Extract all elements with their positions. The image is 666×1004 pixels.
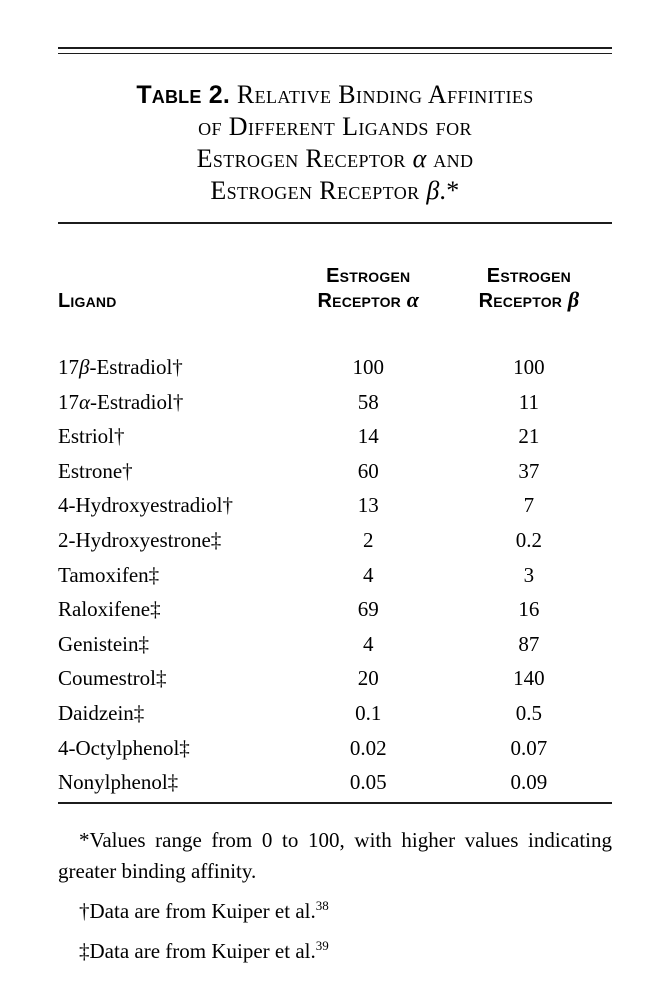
- er-beta-value-cell: 11: [518, 389, 539, 414]
- ligand-name-cell: Genistein‡: [58, 631, 149, 656]
- table-row: Tamoxifen‡ 4 3: [58, 558, 612, 593]
- table-body: 17β-Estradiol† 100 100 17α-Estradiol† 58 11 Es…: [58, 350, 612, 800]
- er-beta-value-cell: 37: [518, 458, 540, 483]
- er-beta-value-cell: 0.2: [515, 527, 543, 552]
- er-alpha-value-cell: 2: [362, 527, 374, 552]
- footnote-text: Data are from Kuiper et al.: [89, 898, 316, 923]
- table-row: 17β-Estradiol† 100 100: [58, 350, 612, 385]
- footnote-text: Data are from Kuiper et al.: [89, 938, 316, 963]
- er-alpha-value-cell: 4: [362, 562, 374, 587]
- table-caption: Table 2. Relative Binding Affinities of …: [58, 79, 612, 207]
- caption-line-3: Estrogen Receptor α and: [196, 144, 474, 173]
- caption-line-1: Table 2. Relative Binding Affinities: [58, 79, 612, 111]
- ligand-name-cell: 17β-Estradiol†: [58, 355, 183, 379]
- table-row: Nonylphenol‡ 0.05 0.09: [58, 765, 612, 800]
- er-alpha-value-cell: 14: [357, 424, 379, 449]
- footnote-reference-number: 39: [315, 937, 329, 953]
- er-beta-value-cell: 0.07: [510, 735, 548, 760]
- table-row: 4-Octylphenol‡ 0.02 0.07: [58, 731, 612, 766]
- caption-line-2: of Different Ligands for: [198, 112, 472, 141]
- binding-affinity-table: Ligand Estrogen Receptor α Estrogen Rece…: [58, 224, 612, 800]
- er-alpha-value-cell: 0.1: [355, 700, 382, 725]
- er-beta-value-cell: 21: [518, 424, 540, 449]
- caption-text: Relative Binding Affinities: [236, 80, 534, 109]
- er-alpha-value-cell: 69: [357, 597, 379, 622]
- er-beta-value-cell: 100: [513, 355, 545, 379]
- table-row: Genistein‡ 4 87: [58, 627, 612, 662]
- footnote-dagger-source: †Data are from Kuiper et al.38: [58, 896, 612, 927]
- footnote-symbol: ‡: [79, 938, 90, 963]
- ligand-name-cell: 4-Octylphenol‡: [58, 735, 190, 760]
- ligand-name-cell: Tamoxifen‡: [58, 562, 160, 587]
- er-beta-value-cell: 16: [518, 597, 540, 622]
- footnote-symbol: *: [79, 827, 90, 852]
- footnote-text: Values range from 0 to 100, with higher …: [58, 827, 612, 883]
- er-beta-value-cell: 3: [523, 562, 535, 587]
- er-alpha-value-cell: 20: [357, 666, 379, 691]
- ligand-name-cell: Estriol†: [58, 424, 125, 449]
- caption-line-4: Estrogen Receptor β.*: [210, 176, 460, 205]
- greek-beta: β: [567, 287, 580, 312]
- table-row: Daidzein‡ 0.1 0.5: [58, 696, 612, 731]
- table-row: 17α-Estradiol† 58 11: [58, 385, 612, 420]
- ligand-name-cell: Raloxifene‡: [58, 597, 161, 622]
- er-alpha-value-cell: 0.05: [349, 770, 387, 795]
- ligand-name-cell: 17α-Estradiol†: [58, 389, 184, 414]
- table-header: Ligand Estrogen Receptor α Estrogen Rece…: [58, 224, 612, 350]
- column-header-ligand: Ligand: [58, 290, 117, 312]
- ligand-name-cell: Coumestrol‡: [58, 666, 167, 691]
- er-alpha-value-cell: 58: [357, 389, 379, 414]
- ligand-name-cell: 4-Hydroxyestradiol†: [58, 493, 233, 518]
- er-alpha-value-cell: 100: [352, 355, 384, 379]
- er-beta-value-cell: 7: [523, 493, 535, 518]
- header-row: Ligand Estrogen Receptor α Estrogen Rece…: [58, 224, 612, 350]
- er-alpha-value-cell: 60: [357, 458, 379, 483]
- greek-alpha: α: [412, 144, 427, 173]
- greek-alpha: α: [406, 287, 419, 312]
- caption-bottom-rule: [58, 222, 612, 224]
- table-bottom-rule: [58, 801, 612, 804]
- table-row: Estrone† 60 37: [58, 454, 612, 489]
- footnote-values-range: *Values range from 0 to 100, with higher…: [58, 825, 612, 887]
- footnote-symbol: †: [79, 898, 90, 923]
- greek-beta: β: [426, 176, 440, 205]
- table-row: Estriol† 14 21: [58, 419, 612, 454]
- footnote-double-dagger-source: ‡Data are from Kuiper et al.39: [58, 936, 612, 967]
- footnotes: *Values range from 0 to 100, with higher…: [58, 825, 612, 967]
- top-double-rule: [58, 47, 612, 54]
- column-header-er-beta: Estrogen Receptor β: [478, 265, 580, 312]
- table-row: 4-Hydroxyestradiol† 13 7: [58, 488, 612, 523]
- table-row: Raloxifene‡ 69 16: [58, 592, 612, 627]
- er-alpha-value-cell: 4: [362, 631, 374, 656]
- table-number-label: Table 2.: [136, 81, 230, 109]
- er-beta-value-cell: 87: [518, 631, 540, 656]
- ligand-name-cell: 2-Hydroxyestrone‡: [58, 527, 222, 552]
- ligand-name-cell: Estrone†: [58, 458, 133, 483]
- er-beta-value-cell: 0.5: [515, 700, 543, 725]
- ligand-name-cell: Daidzein‡: [58, 700, 145, 725]
- er-beta-value-cell: 140: [513, 666, 545, 691]
- table-row: Coumestrol‡ 20 140: [58, 661, 612, 696]
- er-alpha-value-cell: 13: [357, 493, 379, 518]
- table-row: 2-Hydroxyestrone‡ 2 0.2: [58, 523, 612, 558]
- footnote-reference-number: 38: [315, 897, 329, 913]
- er-beta-value-cell: 0.09: [510, 770, 548, 795]
- column-header-er-alpha: Estrogen Receptor α: [317, 265, 419, 312]
- ligand-name-cell: Nonylphenol‡: [58, 770, 179, 795]
- er-alpha-value-cell: 0.02: [349, 735, 387, 760]
